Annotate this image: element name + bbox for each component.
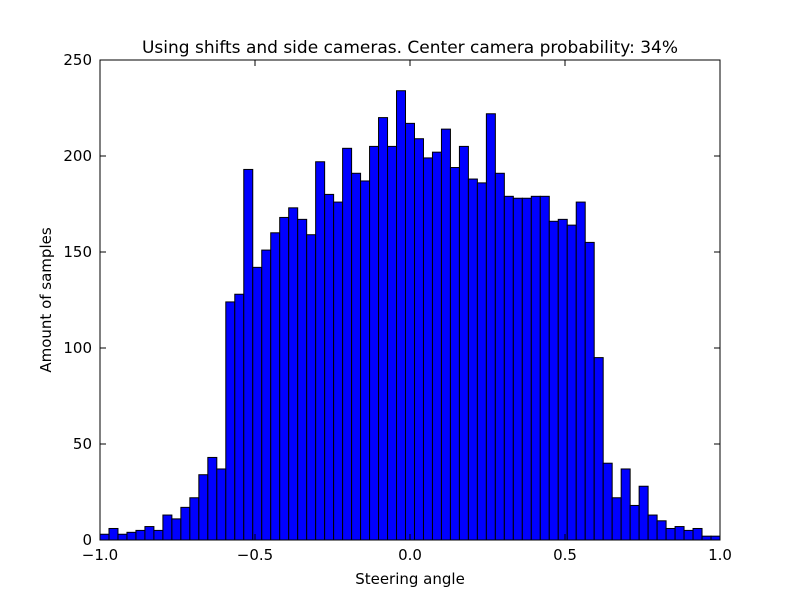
- histogram-bar: [413, 138, 424, 541]
- histogram-bar: [683, 529, 694, 541]
- histogram-bar: [279, 216, 290, 541]
- histogram-bar: [369, 145, 380, 541]
- histogram-bar: [557, 218, 568, 541]
- y-tick-label: 0: [82, 531, 92, 549]
- y-tick-label: 150: [63, 243, 92, 261]
- histogram-bar: [431, 151, 442, 541]
- histogram-bar: [117, 533, 128, 541]
- x-tick-label: −0.5: [237, 546, 273, 564]
- histogram-bar: [638, 485, 649, 541]
- x-tick-label: 0.0: [398, 546, 422, 564]
- histogram-bar: [360, 180, 371, 541]
- histogram-bar: [342, 147, 353, 541]
- histogram-bar: [575, 201, 586, 541]
- histogram-bar: [692, 527, 703, 541]
- x-tick-label: 1.0: [708, 546, 732, 564]
- histogram-bar: [485, 113, 496, 541]
- histogram-bar: [153, 529, 164, 541]
- histogram-bar: [315, 161, 326, 541]
- histogram-bar: [503, 195, 514, 541]
- y-axis-label: Amount of samples: [37, 227, 55, 372]
- histogram-bar: [584, 241, 595, 541]
- histogram-bar: [521, 197, 532, 541]
- histogram-bar: [548, 220, 559, 541]
- histogram-bar: [270, 232, 281, 541]
- histogram-bar: [476, 182, 487, 541]
- histogram-bar: [656, 520, 667, 541]
- histogram-bar: [440, 128, 451, 541]
- histogram-bar: [333, 201, 344, 541]
- histogram-bar: [494, 172, 505, 541]
- histogram-bar: [198, 474, 209, 541]
- histogram-bar: [225, 301, 236, 541]
- histogram-bar: [449, 167, 460, 541]
- histogram-bar: [611, 497, 622, 541]
- histogram-bar: [422, 157, 433, 541]
- histogram-bar: [180, 506, 191, 541]
- histogram-bar: [467, 178, 478, 541]
- histogram-bar: [288, 207, 299, 541]
- histogram-bar: [512, 197, 523, 541]
- histogram-bar: [701, 535, 712, 541]
- histogram-bar: [162, 514, 173, 541]
- histogram-bar: [602, 462, 613, 541]
- histogram-bar: [647, 514, 658, 541]
- x-axis-label: Steering angle: [355, 570, 465, 588]
- histogram-bar: [387, 145, 398, 541]
- histogram-bar: [530, 195, 541, 541]
- histogram-bar: [99, 533, 110, 541]
- histogram-bar: [297, 218, 308, 541]
- chart-title: Using shifts and side cameras. Center ca…: [142, 38, 678, 58]
- histogram-bar: [108, 527, 119, 541]
- histogram-bar: [261, 249, 272, 541]
- histogram-bar: [378, 117, 389, 541]
- histogram-bar: [620, 468, 631, 541]
- histogram-bar: [189, 497, 200, 541]
- histogram-bar: [234, 293, 245, 541]
- histogram-bar: [126, 531, 137, 541]
- histogram-bar: [324, 193, 335, 541]
- histogram-bar: [216, 468, 227, 541]
- histogram-bar: [593, 357, 604, 541]
- y-tick-label: 50: [73, 435, 92, 453]
- x-tick-label: 0.5: [553, 546, 577, 564]
- y-tick-label: 100: [63, 339, 92, 357]
- y-tick-label: 250: [63, 51, 92, 69]
- histogram-bar: [566, 224, 577, 541]
- histogram-bar: [171, 518, 182, 541]
- histogram-bar: [458, 145, 469, 541]
- histogram-bar: [207, 456, 218, 541]
- histogram-bar: [306, 234, 317, 541]
- histogram-bar: [351, 172, 362, 541]
- histogram-bar: [539, 195, 550, 541]
- x-tick-label: −1.0: [82, 546, 118, 564]
- histogram-bar: [710, 535, 721, 541]
- histogram-bar: [665, 527, 676, 541]
- histogram-bar: [252, 266, 263, 541]
- y-tick-label: 200: [63, 147, 92, 165]
- histogram-bar: [629, 504, 640, 541]
- ticks-group: −1.0 −0.5 0.0 0.5 1.0 0 50 100 150 200 250: [63, 51, 732, 564]
- histogram-bar: [243, 168, 254, 541]
- histogram-bar: [144, 526, 155, 541]
- histogram-bar: [135, 529, 146, 541]
- histogram-bar: [674, 526, 685, 541]
- histogram-bar: [405, 122, 415, 541]
- histogram-bar: [396, 90, 407, 541]
